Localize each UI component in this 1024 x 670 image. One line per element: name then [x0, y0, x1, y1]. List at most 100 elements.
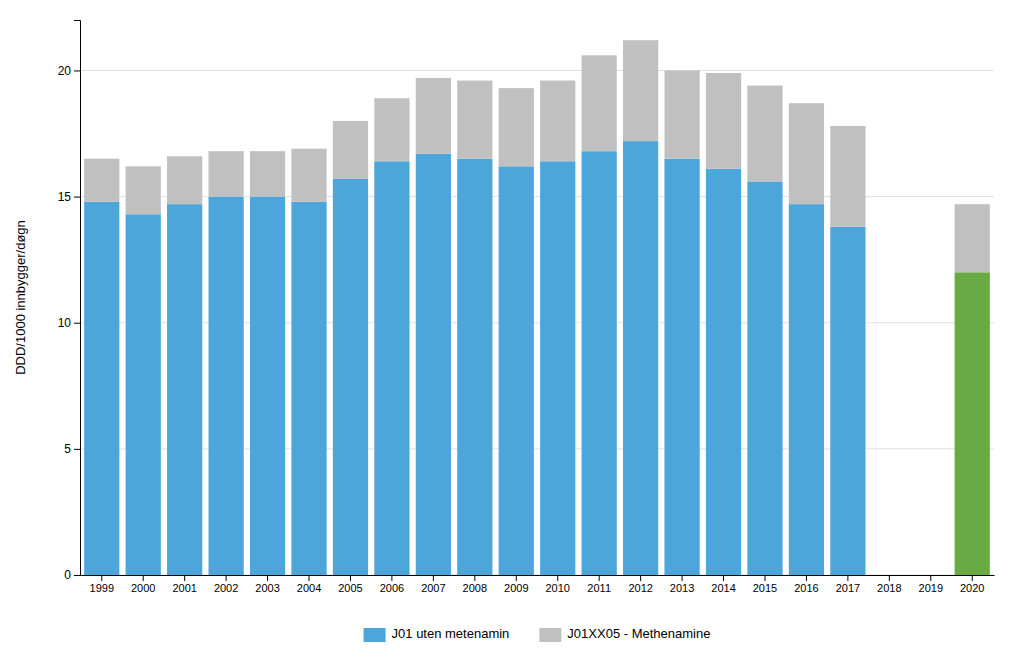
- bar: [126, 166, 161, 214]
- x-tick: 1999: [90, 575, 114, 594]
- y-tick-mark: [74, 70, 80, 71]
- bar: [789, 204, 824, 575]
- chart-container: 1999200020012002200320042005200620072008…: [0, 0, 1024, 670]
- bar: [582, 151, 617, 575]
- grid-line: [80, 70, 994, 71]
- x-tick: 2001: [172, 575, 196, 594]
- y-tick-mark: [74, 323, 80, 324]
- legend: J01 uten metenamin J01XX05 - Methenamine: [364, 626, 711, 642]
- bar: [623, 141, 658, 575]
- x-tick-mark: [557, 575, 558, 581]
- x-tick-mark: [806, 575, 807, 581]
- bar: [830, 126, 865, 227]
- x-tick: 2014: [711, 575, 735, 594]
- x-tick: 2003: [255, 575, 279, 594]
- bar: [913, 575, 948, 576]
- bar: [333, 179, 368, 575]
- bar: [457, 159, 492, 575]
- x-tick-label: 2005: [338, 582, 362, 594]
- x-tick-mark: [267, 575, 268, 581]
- bar: [706, 73, 741, 169]
- x-tick-mark: [599, 575, 600, 581]
- y-tick: 5: [64, 442, 80, 456]
- bar: [582, 55, 617, 151]
- x-tick-mark: [972, 575, 973, 581]
- x-tick: 2017: [836, 575, 860, 594]
- y-axis-title: DDD/1000 innbygger/døgn: [13, 220, 28, 375]
- x-tick-label: 2009: [504, 582, 528, 594]
- x-tick: 2020: [960, 575, 984, 594]
- x-tick-mark: [226, 575, 227, 581]
- bar: [167, 156, 202, 204]
- x-tick: 2013: [670, 575, 694, 594]
- bar: [664, 70, 699, 158]
- legend-swatch: [364, 628, 386, 642]
- x-tick: 2011: [587, 575, 611, 594]
- y-axis-line: [74, 21, 81, 576]
- legend-label: J01XX05 - Methenamine: [567, 626, 710, 641]
- x-tick-mark: [101, 575, 102, 581]
- x-tick-label: 2001: [172, 582, 196, 594]
- x-tick: 2007: [421, 575, 445, 594]
- x-tick-mark: [143, 575, 144, 581]
- x-tick-label: 2018: [877, 582, 901, 594]
- x-tick-label: 2011: [587, 582, 611, 594]
- x-tick-label: 2002: [214, 582, 238, 594]
- y-tick-label: 0: [64, 568, 71, 582]
- x-tick: 2008: [463, 575, 487, 594]
- y-tick: 10: [58, 316, 80, 330]
- x-tick-label: 2019: [919, 582, 943, 594]
- x-tick-mark: [391, 575, 392, 581]
- bar: [84, 159, 119, 202]
- x-tick: 2015: [753, 575, 777, 594]
- x-tick-mark: [682, 575, 683, 581]
- x-tick-label: 1999: [90, 582, 114, 594]
- bar: [250, 197, 285, 575]
- x-tick: 2019: [919, 575, 943, 594]
- x-tick-mark: [640, 575, 641, 581]
- x-tick-label: 2012: [628, 582, 652, 594]
- x-tick-label: 2004: [297, 582, 321, 594]
- x-axis: 1999 2000 2001 2002 2003 2004 2005 2006 2007 2008…: [81, 575, 995, 594]
- x-tick: 2006: [380, 575, 404, 594]
- bar: [955, 204, 990, 272]
- x-tick-mark: [847, 575, 848, 581]
- x-tick: 2012: [628, 575, 652, 594]
- y-tick: 20: [58, 64, 80, 78]
- y-tick-label: 5: [64, 442, 71, 456]
- x-tick: 2002: [214, 575, 238, 594]
- x-tick-label: 2003: [255, 582, 279, 594]
- x-tick: 2018: [877, 575, 901, 594]
- bar: [499, 166, 534, 575]
- x-tick-mark: [764, 575, 765, 581]
- bar: [872, 575, 907, 576]
- x-tick: 2009: [504, 575, 528, 594]
- bar: [374, 98, 409, 161]
- plot: 1999200020012002200320042005200620072008…: [58, 21, 995, 594]
- bar: [747, 181, 782, 575]
- bar: [416, 154, 451, 575]
- bar: [747, 86, 782, 182]
- x-tick-label: 2000: [131, 582, 155, 594]
- x-tick-mark: [309, 575, 310, 581]
- bar: [374, 161, 409, 575]
- x-tick-label: 2016: [794, 582, 818, 594]
- y-tick-mark: [74, 197, 80, 198]
- bar: [540, 81, 575, 162]
- bar: [664, 159, 699, 575]
- x-tick-label: 2013: [670, 582, 694, 594]
- legend-item: J01 uten metenamin: [364, 626, 510, 642]
- bar: [623, 40, 658, 141]
- y-tick-label: 10: [58, 316, 72, 330]
- x-tick-label: 2017: [836, 582, 860, 594]
- y-tick: 15: [58, 190, 80, 204]
- bars: [84, 40, 990, 575]
- x-tick-label: 2010: [545, 582, 569, 594]
- bar: [291, 202, 326, 575]
- bar: [333, 121, 368, 179]
- series: [84, 40, 990, 272]
- x-tick-label: 2007: [421, 582, 445, 594]
- legend-item: J01XX05 - Methenamine: [539, 626, 710, 642]
- bar: [706, 169, 741, 575]
- legend-label: J01 uten metenamin: [392, 626, 510, 641]
